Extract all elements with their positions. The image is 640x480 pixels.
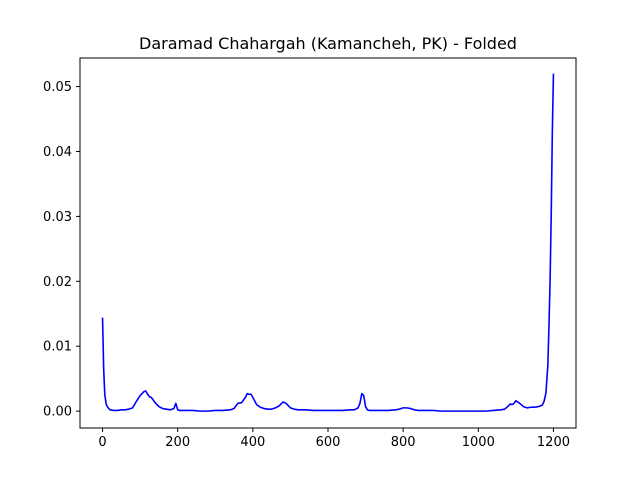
y-axis: 0.00 0.01 0.02 0.03 0.04 0.05 (43, 80, 80, 420)
chart-title: Daramad Chahargah (Kamancheh, PK) - Fold… (139, 34, 517, 53)
x-tick-label: 1000 (462, 435, 495, 450)
y-tick-label: 0.01 (43, 340, 72, 355)
series-line-0 (101, 73, 555, 412)
plot-area (101, 73, 555, 412)
y-tick-label: 0.02 (43, 275, 72, 290)
x-tick-label: 400 (240, 435, 265, 450)
x-tick-label: 1200 (537, 435, 570, 450)
y-tick-label: 0.00 (43, 405, 72, 420)
x-axis: 0 200 400 600 800 1000 1200 (98, 428, 570, 450)
x-tick-label: 600 (316, 435, 341, 450)
x-tick-label: 0 (98, 435, 106, 450)
x-tick-label: 200 (165, 435, 190, 450)
y-tick-label: 0.05 (43, 80, 72, 95)
y-tick-label: 0.03 (43, 210, 72, 225)
x-tick-label: 800 (391, 435, 416, 450)
y-tick-label: 0.04 (43, 145, 72, 160)
